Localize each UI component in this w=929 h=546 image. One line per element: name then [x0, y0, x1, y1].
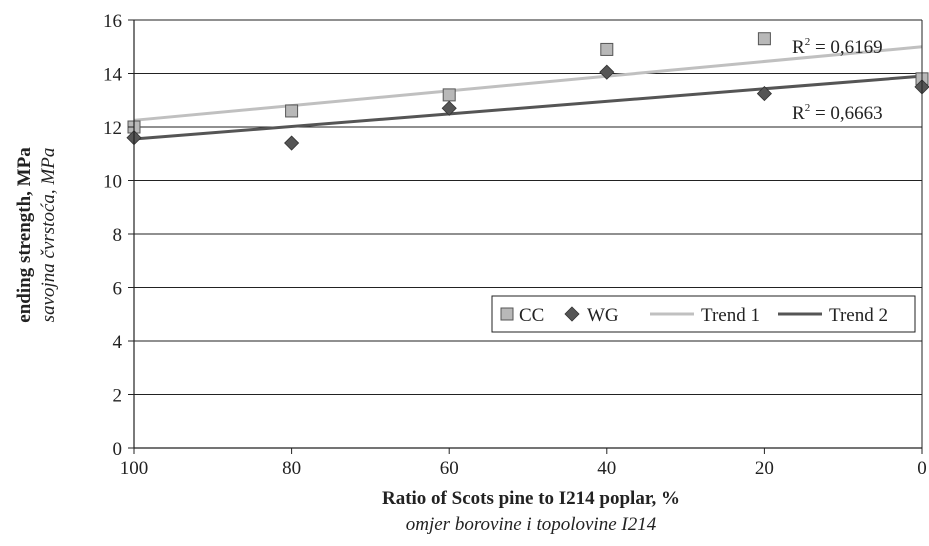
point-wg — [284, 135, 300, 151]
r2-label-trend-2: R2 = 0,6663 — [792, 102, 883, 124]
r2-symbol-1: R — [792, 37, 805, 58]
y-tick-label: 0 — [113, 439, 123, 460]
r2-value-2: = 0,6663 — [810, 103, 882, 124]
grid-lines — [134, 19, 922, 395]
y-axis-title: ending strength, MPa — [14, 147, 35, 323]
r2-value-1: = 0,6169 — [810, 37, 882, 58]
point-wg — [599, 64, 615, 80]
trend-lines — [133, 45, 923, 141]
legend-label-cc: CC — [519, 305, 544, 326]
data-points — [126, 32, 929, 151]
legend: CC WG Trend 1 Trend 2 — [491, 295, 916, 333]
r2-label-trend-1: R2 = 0,6169 — [792, 36, 883, 58]
y-tick-label: 14 — [103, 65, 123, 86]
point-cc — [442, 88, 456, 102]
y-tick-label: 8 — [113, 225, 123, 246]
x-tick-label: 60 — [440, 458, 459, 479]
y-axis-subtitle: savojna čvrstoća, MPa — [38, 148, 59, 323]
legend-label-trend-1: Trend 1 — [701, 305, 760, 326]
x-tick-label: 0 — [917, 458, 927, 479]
point-wg — [756, 85, 772, 102]
x-tick-label: 20 — [755, 458, 774, 479]
tick-labels: 0 2 4 6 8 10 12 14 16 100 80 60 40 20 0 — [103, 11, 927, 479]
legend-marker-cc — [500, 307, 514, 321]
x-axis-title: Ratio of Scots pine to I214 poplar, % — [382, 488, 680, 509]
y-tick-label: 16 — [103, 11, 122, 32]
y-tick-label: 10 — [103, 172, 122, 193]
y-tick-label: 6 — [113, 279, 123, 300]
r2-superscript-1: 2 — [805, 36, 811, 48]
legend-box — [491, 295, 916, 333]
x-tick-label: 100 — [120, 458, 149, 479]
point-wg — [441, 100, 457, 116]
x-tick-label: 40 — [597, 458, 616, 479]
point-cc — [285, 104, 299, 118]
axes — [128, 19, 923, 454]
legend-marker-wg — [564, 306, 580, 322]
legend-label-wg: WG — [587, 305, 619, 326]
y-tick-label: 4 — [113, 332, 123, 353]
y-tick-label: 12 — [103, 118, 122, 139]
x-tick-label: 80 — [282, 458, 301, 479]
y-tick-label: 2 — [113, 386, 123, 407]
trend-line-2 — [133, 74, 923, 141]
x-axis-subtitle: omjer borovine i topolovine I214 — [406, 514, 657, 535]
trend-line-1 — [133, 45, 923, 122]
legend-label-trend-2: Trend 2 — [829, 305, 888, 326]
point-cc — [600, 42, 614, 56]
point-cc — [757, 32, 771, 46]
r2-superscript-2: 2 — [805, 102, 811, 114]
r2-symbol-2: R — [792, 103, 805, 124]
